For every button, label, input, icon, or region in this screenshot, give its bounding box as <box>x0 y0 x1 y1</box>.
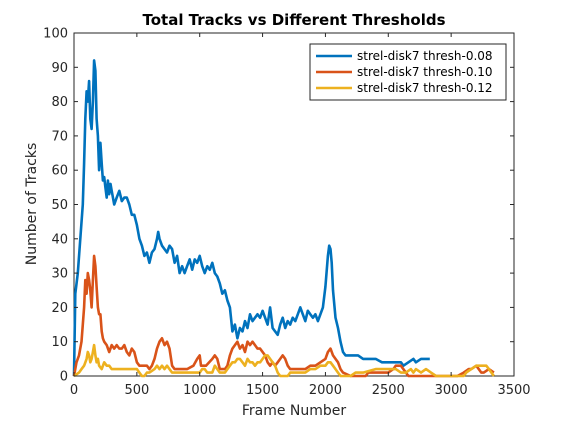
y-tick-label: 100 <box>43 27 68 42</box>
y-tick-label: 20 <box>51 301 68 316</box>
y-tick-label: 60 <box>51 164 68 179</box>
y-tick-label: 90 <box>51 61 68 76</box>
series-line-1 <box>72 59 430 377</box>
x-tick-label: 2000 <box>309 383 342 398</box>
chart-title: Total Tracks vs Different Thresholds <box>142 11 445 29</box>
y-tick-label: 0 <box>60 370 68 385</box>
x-tick-label: 1000 <box>183 383 216 398</box>
x-tick-label: 500 <box>124 383 149 398</box>
x-tick-label: 0 <box>70 383 78 398</box>
legend: strel-disk7 thresh-0.08 strel-disk7 thres… <box>309 43 507 101</box>
y-tick-label: 70 <box>51 129 68 144</box>
legend-entry-3: strel-disk7 thresh-0.12 <box>357 81 493 95</box>
x-tick-label: 3000 <box>435 383 468 398</box>
legend-entry-2: strel-disk7 thresh-0.10 <box>357 65 493 79</box>
x-tick-label: 2500 <box>372 383 405 398</box>
x-axis-label: Frame Number <box>242 403 347 419</box>
legend-entry-1: strel-disk7 thresh-0.08 <box>357 49 493 63</box>
y-tick-label: 80 <box>51 95 68 110</box>
x-tick-label: 3500 <box>497 383 530 398</box>
x-tick-label: 1500 <box>246 383 279 398</box>
ticks-layer: 0 500 1000 1500 2000 2500 3000 3500 0 10 20 30 40 50 6… <box>43 27 530 399</box>
y-tick-label: 10 <box>51 335 68 350</box>
y-tick-label: 40 <box>51 232 68 247</box>
y-axis-label: Number of Tracks <box>24 143 40 266</box>
y-tick-label: 50 <box>51 198 68 213</box>
series-line-3 <box>73 343 495 378</box>
series-layer <box>72 59 495 378</box>
y-tick-label: 30 <box>51 267 68 282</box>
